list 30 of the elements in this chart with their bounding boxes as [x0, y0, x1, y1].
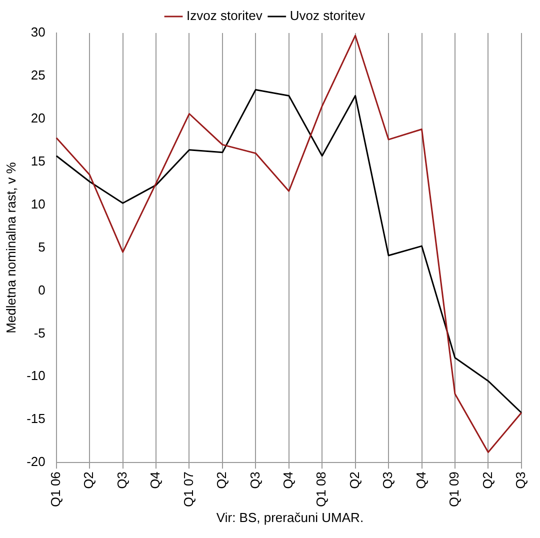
y-tick-label: 15: [30, 153, 46, 168]
y-tick-label: 5: [38, 239, 46, 254]
x-tick-label: Q4: [413, 472, 428, 489]
x-tick-label: Q1 07: [180, 472, 196, 508]
x-tick-label: Q3: [380, 472, 396, 489]
x-tick-label: Q1 08: [314, 472, 329, 508]
text: Vir: BS, preračuni UMAR.: [215, 510, 365, 525]
y-tick-label: 30: [30, 24, 46, 40]
x-tick-label: Q3: [247, 472, 262, 489]
y-tick-label: 0: [38, 282, 46, 298]
x-tick-label: Q3: [114, 472, 130, 489]
y-tick-label: -15: [26, 411, 46, 426]
x-tick-label: Q4: [280, 472, 296, 489]
x-tick-label: Q2: [346, 472, 362, 489]
y-tick-label: 20: [30, 110, 46, 126]
y-tick-label: -5: [34, 325, 46, 340]
x-tick-label: Q2: [81, 472, 96, 489]
y-tick-label: 25: [30, 68, 46, 83]
y-axis-title: Medletna nominalna rast, v %: [3, 162, 18, 334]
x-tick-label: Q4: [148, 472, 163, 489]
y-tick-label: 10: [30, 196, 46, 212]
legend-label: Uvoz storitev: [290, 8, 366, 24]
x-tick-label: Q1 06: [48, 472, 63, 508]
x-tick-label: Q2: [480, 472, 495, 489]
x-tick-label: Q1 09: [446, 472, 462, 508]
legend-label: Izvoz storitev: [186, 8, 263, 24]
x-tick-label: Q2: [214, 472, 230, 489]
x-tick-label: Q3: [512, 472, 528, 489]
y-tick-label: -20: [26, 454, 46, 470]
y-tick-label: -10: [26, 368, 46, 384]
